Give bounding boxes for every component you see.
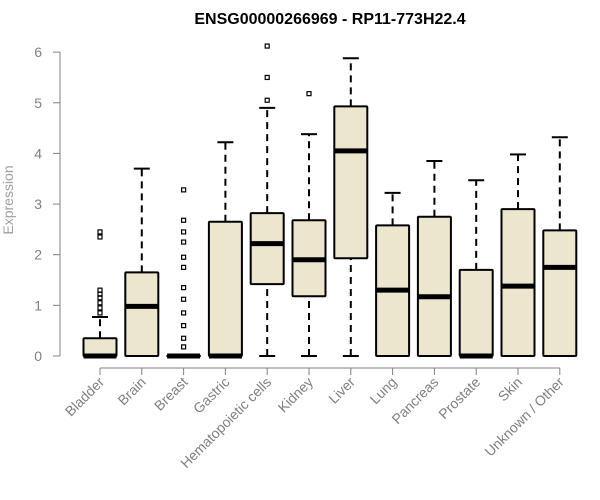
box-brain <box>124 167 160 357</box>
y-tick-label: 6 <box>34 44 42 60</box>
box-gastric <box>207 141 243 359</box>
box-prostate <box>458 179 494 359</box>
y-tick-label: 1 <box>34 297 42 313</box>
outlier-point <box>97 234 103 240</box>
outlier-point <box>97 287 103 293</box>
box-lung <box>375 191 411 357</box>
y-tick-label: 0 <box>34 348 42 364</box>
iqr-box <box>458 268 494 357</box>
chart-title: ENSG00000266969 - RP11-773H22.4 <box>194 11 465 28</box>
outlier-point <box>264 43 270 49</box>
iqr-box <box>207 220 243 357</box>
outlier-point <box>181 239 187 245</box>
outlier-point <box>97 310 103 316</box>
x-tick-label: Prostate <box>435 374 483 422</box>
outlier-point <box>264 74 270 81</box>
outlier-point <box>181 296 187 302</box>
y-axis-label: Expression <box>0 165 16 234</box>
box-unknown-other <box>542 136 578 357</box>
x-tick-label: Lung <box>366 374 399 407</box>
outlier-point <box>181 310 187 316</box>
outlier-point <box>181 285 187 291</box>
x-tick-label: Kidney <box>275 374 317 416</box>
iqr-box <box>542 229 578 357</box>
outlier-point <box>181 344 187 350</box>
outlier-point <box>181 229 187 235</box>
outlier-point <box>97 300 103 306</box>
y-axis: 0 1 2 3 4 5 6 <box>34 44 61 364</box>
y-tick-label: 2 <box>34 247 42 263</box>
box-kidney <box>291 91 327 357</box>
x-tick-label: Liver <box>325 374 358 407</box>
box-hematopoietic-cells <box>249 43 285 357</box>
outlier-point <box>97 229 103 235</box>
box-liver <box>333 57 369 357</box>
outlier-point <box>181 187 187 193</box>
outlier-point <box>306 91 312 97</box>
x-tick-label: Breast <box>151 374 191 414</box>
outlier-point <box>264 97 270 103</box>
iqr-box <box>124 271 160 357</box>
outlier-point <box>181 323 187 329</box>
y-tick-label: 5 <box>34 95 42 111</box>
x-tick-label: Bladder <box>62 374 108 420</box>
outlier-point <box>181 254 187 260</box>
box-bladder <box>82 229 118 359</box>
y-tick-label: 4 <box>34 145 42 161</box>
box-skin <box>500 153 536 357</box>
outlier-point <box>181 264 187 270</box>
outlier-point <box>181 217 187 223</box>
x-tick-label: Skin <box>495 374 526 405</box>
iqr-box <box>249 212 285 286</box>
box-breast <box>166 187 202 359</box>
plot-area <box>82 43 578 359</box>
iqr-box <box>416 215 452 357</box>
outlier-point <box>181 335 187 341</box>
outlier-point <box>97 305 103 311</box>
box-pancreas <box>416 160 452 357</box>
iqr-box <box>333 105 369 260</box>
iqr-box <box>82 337 118 358</box>
iqr-box <box>500 208 536 357</box>
y-tick-label: 3 <box>34 196 42 212</box>
x-tick-label: Brain <box>114 374 148 408</box>
x-tick-label: Unknown / Other <box>481 374 567 460</box>
